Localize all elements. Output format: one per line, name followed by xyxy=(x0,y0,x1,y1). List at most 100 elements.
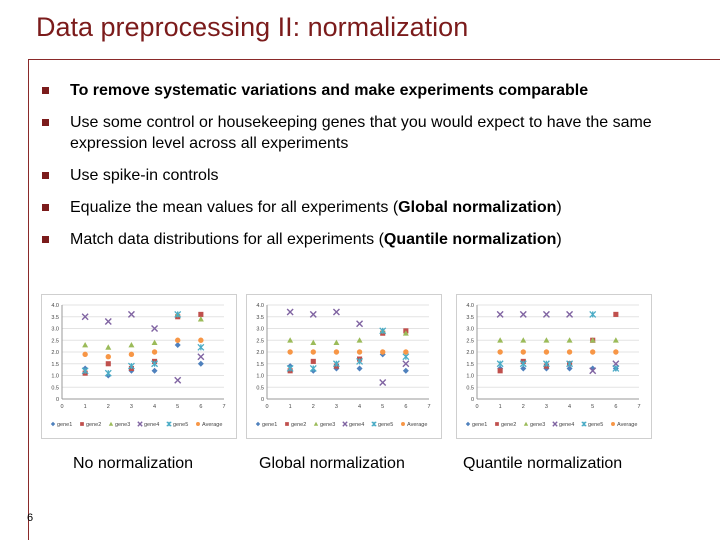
data-point-average xyxy=(175,337,181,343)
x-tick-label: 6 xyxy=(614,404,617,410)
data-point-gene4 xyxy=(379,379,387,387)
data-point-gene5 xyxy=(197,343,205,351)
bullet-item: Equalize the mean values for all experim… xyxy=(40,197,700,218)
title-divider xyxy=(28,59,720,60)
data-point-gene3 xyxy=(105,344,112,350)
x-tick-label: 5 xyxy=(381,404,384,410)
legend-label: gene4 xyxy=(349,422,364,428)
y-tick-label: 2.0 xyxy=(466,350,474,356)
data-point-gene1 xyxy=(174,341,181,348)
y-tick-label: 2.5 xyxy=(466,338,474,344)
data-point-average xyxy=(333,349,340,355)
legend-label: gene1 xyxy=(472,422,487,428)
y-tick-label: 4.0 xyxy=(51,303,59,309)
legend-marker-average xyxy=(196,422,200,426)
legend-label: gene4 xyxy=(144,422,159,428)
x-tick-label: 5 xyxy=(176,404,179,410)
data-point-gene1 xyxy=(197,360,204,367)
data-point-gene3 xyxy=(543,337,550,343)
data-point-gene4 xyxy=(496,310,504,318)
y-tick-label: 3.0 xyxy=(466,327,474,333)
x-tick-label: 7 xyxy=(222,404,225,410)
y-tick-label: 1.0 xyxy=(466,374,474,380)
x-tick-label: 5 xyxy=(591,404,594,410)
x-tick-label: 2 xyxy=(522,404,525,410)
chart-global-normalization: 0 0.5 1.0 1.5 2.0 2.5 3.0 3.5 4.0 0 1 2 3 4 5 6 7 gene1 ge… xyxy=(246,294,442,439)
data-point-average xyxy=(566,349,573,355)
data-point-gene3 xyxy=(310,339,317,345)
data-point-gene5 xyxy=(589,310,597,318)
legend-label: gene3 xyxy=(530,422,545,428)
slide-title: Data preprocessing II: normalization xyxy=(36,12,469,42)
data-point-gene4 xyxy=(356,320,364,328)
legend-label: gene1 xyxy=(57,422,72,428)
legend-marker-gene2 xyxy=(285,422,289,426)
data-point-gene5 xyxy=(356,357,364,365)
bullet-bold-text: Quantile normalization xyxy=(383,231,557,248)
legend-label: Average xyxy=(202,422,222,428)
y-tick-label: 2.5 xyxy=(256,338,264,344)
y-tick-label: 0.5 xyxy=(256,385,264,391)
data-point-gene4 xyxy=(589,367,597,375)
legend-marker-average xyxy=(401,422,405,426)
legend-marker-gene2 xyxy=(80,422,84,426)
legend-label: Average xyxy=(407,422,427,428)
caption-quantile-normalization: Quantile normalization xyxy=(463,455,623,472)
data-point-gene1 xyxy=(566,365,573,372)
legend-marker-gene5 xyxy=(581,421,587,427)
x-tick-label: 1 xyxy=(84,404,87,410)
data-point-gene2 xyxy=(198,311,204,317)
legend-label: gene5 xyxy=(173,422,188,428)
scatter-plot: 0 0.5 1.0 1.5 2.0 2.5 3.0 3.5 4.0 0 1 2 3 4 5 6 7 gene1 ge… xyxy=(465,303,641,428)
legend-marker-gene4 xyxy=(552,421,558,427)
data-point-average xyxy=(497,349,503,355)
data-point-average xyxy=(380,349,386,355)
legend-marker-gene4 xyxy=(137,421,143,427)
data-point-gene3 xyxy=(520,337,527,343)
chart-no-normalization: 0 0.5 1.0 1.5 2.0 2.5 3.0 3.5 4.0 0 1 2 3 4 5 6 7 gene1 ge… xyxy=(41,294,237,439)
data-point-gene1 xyxy=(402,367,409,374)
caption-no-normalization: No normalization xyxy=(73,455,194,472)
data-point-average xyxy=(403,349,409,355)
data-point-gene3 xyxy=(497,337,504,343)
bullet-bold-text: To remove systematic variations and make… xyxy=(70,82,589,99)
bullet-item: Match data distributions for all experim… xyxy=(40,229,700,250)
data-point-gene1 xyxy=(151,367,158,374)
x-tick-label: 4 xyxy=(568,404,571,410)
data-point-gene4 xyxy=(566,310,574,318)
bullet-square-icon xyxy=(42,87,49,94)
bullet-square-icon xyxy=(42,236,49,243)
data-point-gene3 xyxy=(197,316,204,322)
x-tick-label: 1 xyxy=(499,404,502,410)
bullet-text: Use some control or housekeeping genes t… xyxy=(70,114,652,152)
legend-marker-gene1 xyxy=(465,421,471,427)
caption-global-normalization: Global normalization xyxy=(259,455,405,472)
left-margin-line xyxy=(28,59,29,540)
data-point-gene5 xyxy=(174,310,182,318)
bullet-run-text: Equalize the mean values for all experim… xyxy=(70,199,399,216)
bullet-run-text: ) xyxy=(556,199,562,216)
data-point-gene4 xyxy=(174,376,182,384)
y-tick-label: 2.0 xyxy=(256,350,264,356)
x-tick-label: 6 xyxy=(199,404,202,410)
data-point-gene3 xyxy=(612,337,619,343)
x-tick-label: 4 xyxy=(358,404,361,410)
y-tick-label: 4.0 xyxy=(466,303,474,309)
legend-label: gene3 xyxy=(320,422,335,428)
data-point-gene2 xyxy=(310,358,316,364)
data-point-average xyxy=(520,349,526,355)
x-tick-label: 0 xyxy=(265,404,268,410)
data-point-average xyxy=(82,351,88,358)
x-tick-label: 0 xyxy=(475,404,478,410)
y-tick-label: 3.5 xyxy=(51,315,59,321)
data-point-gene5 xyxy=(309,364,317,372)
legend-label: gene2 xyxy=(291,422,306,428)
bullet-item: Use spike-in controls xyxy=(40,165,700,186)
data-point-average xyxy=(198,337,204,343)
legend-marker-gene3 xyxy=(108,421,114,426)
data-point-average xyxy=(151,349,158,355)
data-point-gene5 xyxy=(379,327,387,335)
data-point-gene5 xyxy=(402,353,410,361)
data-point-gene4 xyxy=(332,308,340,316)
data-point-gene4 xyxy=(402,360,410,368)
